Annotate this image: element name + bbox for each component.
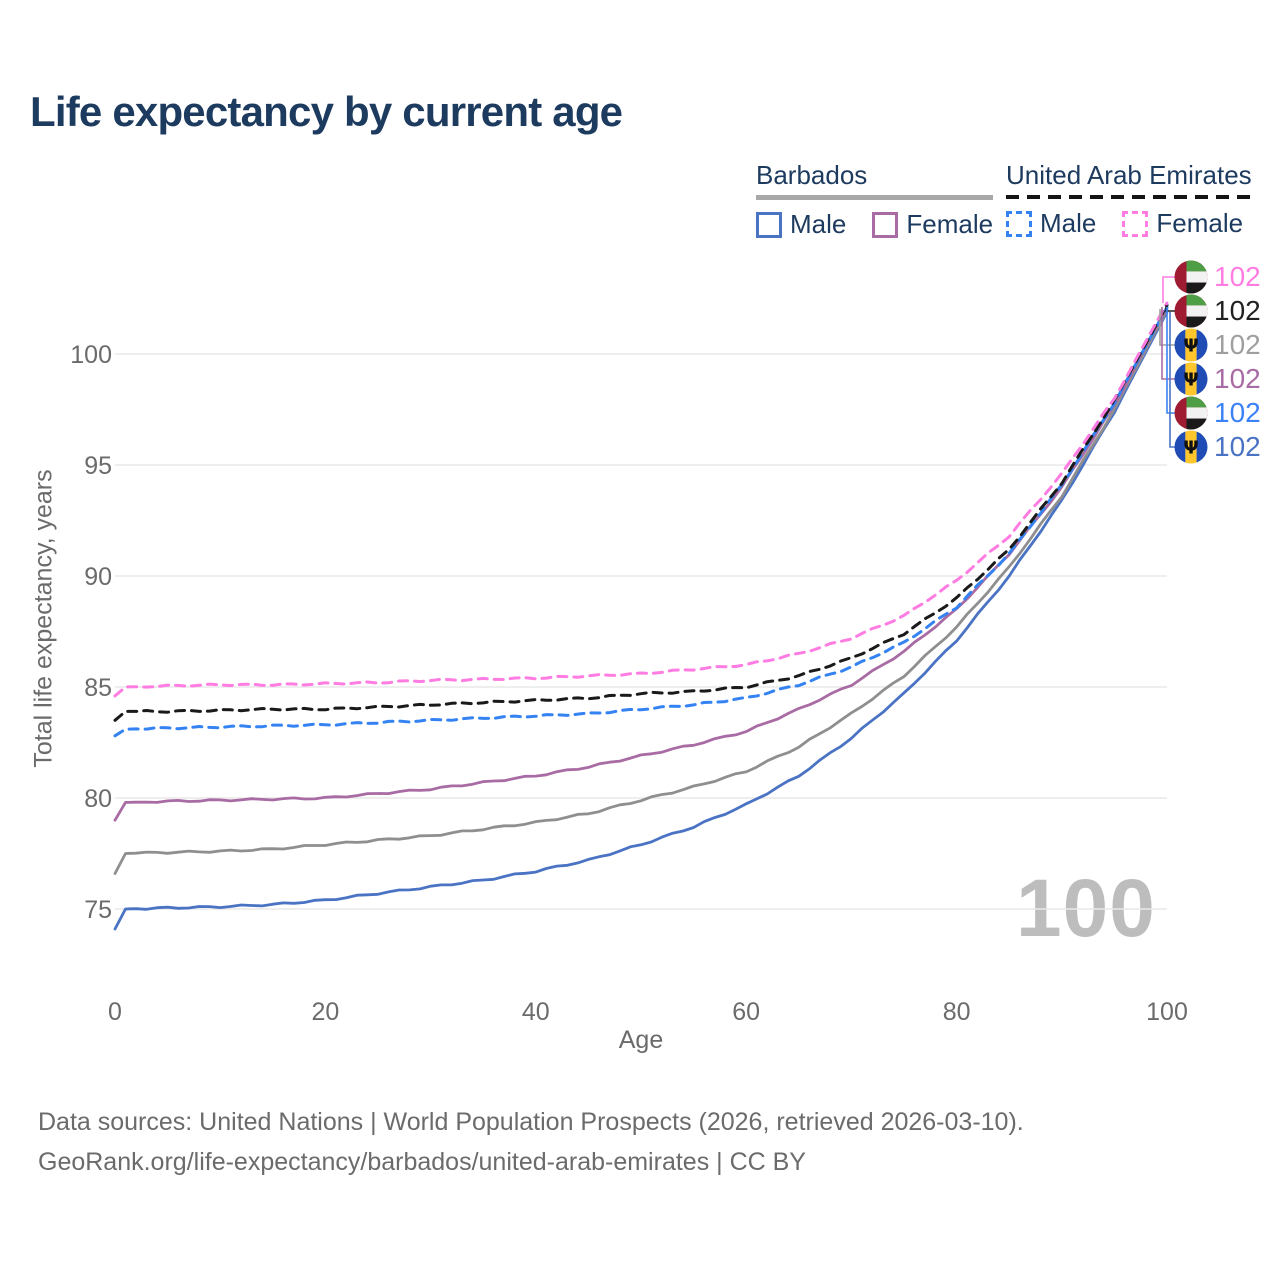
x-tick-label-20: 20 (311, 998, 339, 1026)
legend-group-title-uae[interactable]: United Arab Emirates (1006, 160, 1252, 190)
flag-icon-uae (1174, 396, 1208, 430)
end-label-barbados-female: Ψ 102 (1174, 362, 1261, 396)
legend-item-barbados-male[interactable]: Male (756, 209, 846, 240)
legend-item-barbados-female[interactable]: Female (872, 209, 993, 240)
flag-icon-barbados: Ψ (1174, 430, 1208, 464)
end-label-barbados-male: Ψ 102 (1174, 430, 1261, 464)
flag-icon-barbados: Ψ (1174, 328, 1208, 362)
x-axis-title: Age (618, 1026, 664, 1054)
legend-group-barbados: Barbados Male Female (756, 160, 994, 240)
svg-text:Ψ: Ψ (1183, 336, 1198, 357)
legend-swatch-uae-female (1122, 210, 1149, 237)
end-label-value: 102 (1214, 363, 1261, 394)
legend-items-barbados: Male Female (756, 209, 993, 240)
end-label-value: 102 (1214, 295, 1261, 326)
x-tick-label-40: 40 (522, 998, 550, 1026)
svg-text:Ψ: Ψ (1183, 370, 1198, 391)
end-label-leader-united-arab-emirates (1165, 305, 1176, 312)
legend-group-uae: United Arab Emirates Male Female (1006, 160, 1252, 239)
x-tick-label-60: 60 (732, 998, 760, 1026)
x-tick-label-0: 0 (108, 998, 122, 1026)
y-tick-label-85: 85 (84, 674, 112, 702)
end-label-leader-barbados-female (1161, 307, 1176, 380)
y-tick-label-100: 100 (70, 341, 112, 369)
legend-item-label: Female (1156, 208, 1244, 238)
flag-icon-uae (1174, 260, 1208, 294)
legend-line-sample-uae (1006, 195, 1252, 199)
series-line-barbados-male (113, 310, 1169, 931)
footer-attribution: GeoRank.org/life-expectancy/barbados/uni… (38, 1148, 806, 1176)
legend-swatch-barbados-female (872, 211, 899, 238)
series-line-barbados (113, 308, 1169, 875)
legend-line-sample-barbados (756, 195, 994, 200)
end-label-leader-united-arab-emirates-female (1162, 276, 1176, 303)
flag-icon-uae (1174, 294, 1208, 328)
legend-swatch-barbados-male (756, 211, 782, 238)
legend-item-label: Male (790, 209, 847, 239)
legend-item-label: Female (906, 209, 994, 239)
flag-icon-barbados: Ψ (1174, 362, 1208, 396)
footer-data-sources: Data sources: United Nations | World Pop… (38, 1108, 1024, 1136)
x-tick-label-100: 100 (1146, 998, 1188, 1026)
end-label-united-arab-emirates: 102 (1174, 294, 1261, 328)
end-label-value: 102 (1214, 329, 1261, 360)
y-tick-label-75: 75 (84, 896, 112, 924)
y-tick-label-80: 80 (84, 785, 112, 813)
legend-items-uae: Male Female (1006, 208, 1252, 239)
series-line-barbados-female (113, 306, 1169, 822)
legend-item-uae-female[interactable]: Female (1122, 208, 1243, 239)
end-label-leader-barbados-male (1169, 312, 1176, 448)
end-label-barbados: Ψ 102 (1174, 328, 1261, 362)
x-tick-label-80: 80 (943, 998, 971, 1026)
legend-swatch-uae-male (1006, 210, 1032, 237)
end-label-united-arab-emirates-male: 102 (1174, 396, 1261, 430)
series-line-united-arab-emirates-male (113, 305, 1169, 738)
series-line-united-arab-emirates-female (113, 301, 1169, 698)
end-label-value: 102 (1214, 397, 1261, 428)
y-tick-label-90: 90 (84, 563, 112, 591)
end-label-value: 102 (1214, 431, 1261, 462)
y-tick-label-95: 95 (84, 452, 112, 480)
svg-text:Ψ: Ψ (1183, 438, 1198, 459)
series-line-united-arab-emirates (113, 303, 1169, 722)
end-label-united-arab-emirates-female: 102 (1174, 260, 1261, 294)
legend-item-uae-male[interactable]: Male (1006, 208, 1096, 239)
end-label-value: 102 (1214, 261, 1261, 292)
legend-group-title-barbados[interactable]: Barbados (756, 160, 868, 190)
end-label-leader-united-arab-emirates-male (1166, 307, 1176, 414)
legend-item-label: Male (1040, 208, 1097, 238)
page-title: Life expectancy by current age (30, 88, 623, 135)
y-axis-title: Total life expectancy, years (29, 469, 58, 768)
